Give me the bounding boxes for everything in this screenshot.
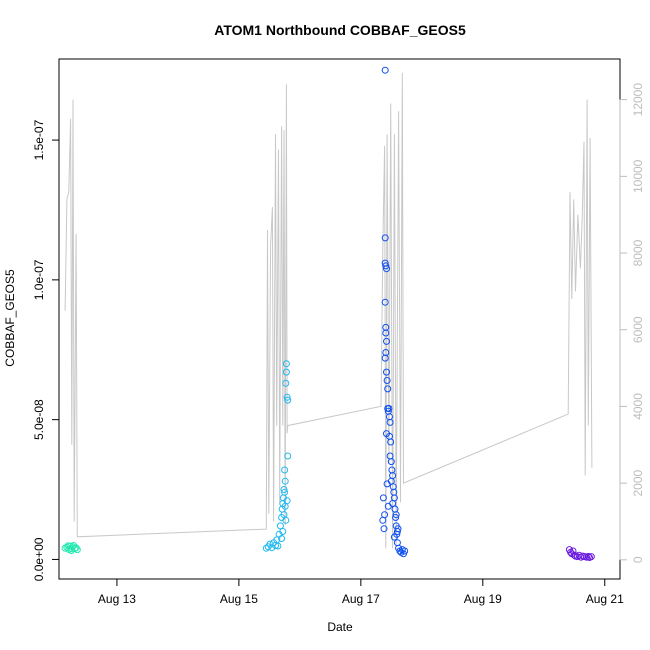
data-point [393, 528, 401, 535]
data-point [278, 535, 286, 542]
y-tick-label: 1.5e-07 [32, 119, 46, 160]
data-point [392, 514, 400, 521]
y-tick-label: 1.0e-07 [32, 259, 46, 300]
data-points-layer [61, 66, 595, 561]
y-axis-label: COBBAF_GEOS5 [3, 269, 17, 367]
y-right-tick-label: 12000 [631, 83, 645, 117]
data-point [383, 265, 390, 273]
data-point [72, 544, 80, 552]
y-right-tick-label: 2000 [631, 469, 645, 496]
x-axis-label: Date [327, 620, 353, 634]
data-point [393, 539, 401, 547]
data-point [401, 547, 409, 555]
data-point [276, 522, 284, 530]
data-point [387, 458, 395, 466]
data-point [281, 477, 289, 485]
y-right-tick-label: 6000 [631, 316, 645, 343]
y-tick-label: 5.0e-08 [32, 399, 46, 440]
y-right-tick-label: 0 [631, 556, 645, 563]
x-tick-label: Aug 19 [464, 592, 502, 606]
y-tick-label: 0.0e+00 [32, 537, 46, 581]
data-point [284, 452, 292, 460]
data-point [282, 379, 290, 387]
data-point [383, 337, 390, 345]
plot-frame [58, 58, 621, 580]
altitude-line [64, 72, 593, 549]
data-point [383, 368, 390, 376]
x-tick-label: Aug 21 [586, 592, 624, 606]
data-point [379, 494, 387, 502]
x-tick-label: Aug 15 [220, 592, 258, 606]
data-point [379, 516, 387, 524]
data-point [587, 553, 595, 561]
data-point [283, 393, 291, 401]
data-point [383, 480, 391, 488]
data-point [282, 368, 290, 376]
y-axis-left: 0.0e+00 5.0e-08 1.0e-07 1.5e-07 [32, 119, 60, 581]
data-point [284, 396, 292, 404]
data-point [381, 511, 389, 519]
data-point [283, 497, 291, 505]
data-point [584, 552, 592, 560]
data-point [386, 418, 394, 426]
chart-title: ATOM1 Northbound COBBAF_GEOS5 [214, 22, 466, 38]
y-axis-right: 0 2000 4000 6000 8000 10000 12000 [619, 83, 645, 563]
data-point [380, 525, 388, 533]
data-point [384, 405, 392, 412]
y-right-tick-label: 4000 [631, 393, 645, 420]
data-point [274, 542, 282, 550]
altitude-line-layer [64, 72, 593, 549]
x-tick-label: Aug 17 [342, 592, 380, 606]
data-point [281, 488, 289, 496]
data-point [382, 329, 390, 337]
data-point [282, 516, 290, 524]
data-point [383, 430, 390, 438]
data-point [381, 298, 389, 306]
data-point [383, 377, 391, 384]
data-point [387, 438, 395, 446]
data-point [382, 262, 390, 270]
x-axis: Aug 13 Aug 15 Aug 17 Aug 19 Aug 21 [98, 578, 624, 606]
data-point [384, 385, 392, 393]
data-point [68, 545, 76, 553]
data-point [381, 66, 389, 74]
data-point [381, 234, 389, 242]
y-right-tick-label: 8000 [631, 239, 645, 266]
data-point [279, 528, 287, 535]
data-point [282, 360, 290, 368]
data-point [381, 354, 389, 362]
data-point [390, 533, 398, 541]
data-point [281, 466, 289, 474]
x-tick-label: Aug 13 [98, 592, 136, 606]
data-point [384, 502, 392, 510]
data-point [394, 525, 402, 533]
y-right-tick-label: 10000 [631, 159, 645, 193]
data-point [392, 511, 400, 519]
data-point [280, 486, 288, 493]
